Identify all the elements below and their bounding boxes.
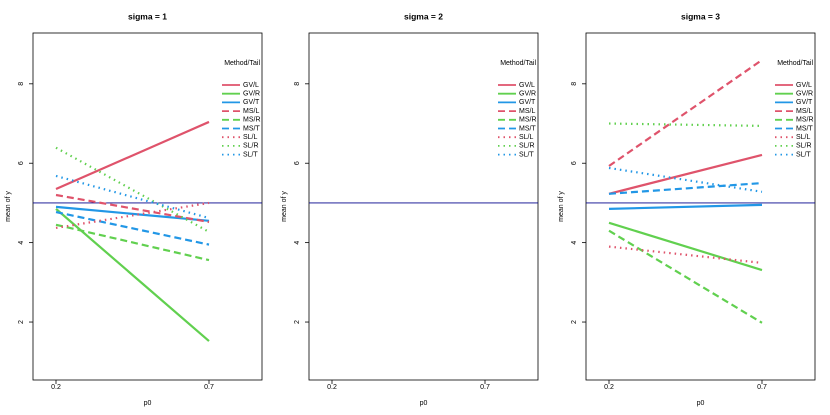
legend-label: SL/T (243, 151, 259, 158)
y-tick-label: 8 (571, 82, 578, 86)
x-tick-label: 0.2 (604, 384, 614, 391)
series-line (608, 122, 763, 128)
legend-label: MS/L (796, 108, 812, 115)
series-line (608, 166, 763, 193)
chart-title: sigma = 2 (404, 11, 443, 21)
legend-label: GV/T (519, 99, 536, 106)
legend-label: SL/R (243, 143, 259, 150)
series-line (608, 245, 763, 264)
x-tick-label: 0.2 (51, 384, 61, 391)
chart-title: sigma = 1 (128, 11, 167, 21)
legend-title: Method/Tail (777, 60, 813, 67)
x-tick-label: 0.7 (204, 384, 214, 391)
legend-label: GV/T (796, 99, 813, 106)
chart-title: sigma = 3 (681, 11, 720, 21)
legend-label: SL/L (519, 134, 534, 141)
legend-label: MS/L (519, 108, 535, 115)
series-line (55, 120, 210, 191)
legend-label: GV/R (519, 91, 536, 98)
x-axis-label: p0 (697, 400, 705, 407)
legend-label: SL/L (243, 134, 258, 141)
legend-label: MS/T (243, 125, 260, 132)
legend-label: GV/R (243, 91, 260, 98)
legend-title: Method/Tail (224, 60, 260, 67)
legend-label: SL/T (796, 151, 812, 158)
series-line (55, 201, 210, 230)
x-axis-label: p0 (144, 400, 152, 407)
plot-frame (585, 32, 816, 381)
y-axis-label: mean of y (558, 191, 565, 222)
y-tick-label: 2 (294, 320, 301, 324)
x-axis-label: p0 (420, 400, 428, 407)
legend-label: MS/R (519, 117, 537, 124)
x-tick-label: 0.7 (757, 384, 767, 391)
y-tick-label: 2 (571, 320, 578, 324)
legend-label: MS/R (243, 117, 261, 124)
legend-label: GV/T (243, 99, 260, 106)
legend-label: GV/L (796, 82, 812, 89)
y-tick-label: 6 (18, 161, 25, 165)
series-line (608, 153, 763, 195)
y-axis-label: mean of y (5, 191, 12, 222)
x-tick-label: 0.7 (480, 384, 490, 391)
y-tick-label: 4 (571, 241, 578, 245)
plot-frame (32, 32, 263, 381)
y-tick-label: 2 (18, 320, 25, 324)
series-line (608, 221, 763, 272)
series-line (55, 205, 210, 222)
legend-label: SL/R (519, 143, 535, 150)
y-tick-label: 4 (294, 241, 301, 245)
y-tick-label: 8 (18, 82, 25, 86)
series-line (608, 203, 763, 210)
series-line (55, 174, 210, 220)
y-tick-label: 6 (571, 161, 578, 165)
legend-label: MS/T (796, 125, 813, 132)
legend-label: MS/T (519, 125, 536, 132)
x-tick-label: 0.2 (327, 384, 337, 391)
y-tick-label: 8 (294, 82, 301, 86)
y-tick-label: 4 (18, 241, 25, 245)
legend-label: GV/L (243, 82, 259, 89)
legend-label: GV/L (519, 82, 535, 89)
series-line (55, 223, 210, 262)
series-line (608, 59, 763, 167)
series-line (55, 193, 210, 224)
legend-label: SL/R (796, 143, 812, 150)
y-tick-label: 6 (294, 161, 301, 165)
series-line (608, 181, 763, 195)
legend-title: Method/Tail (500, 60, 536, 67)
legend-label: GV/R (796, 91, 813, 98)
legend-label: MS/R (796, 117, 814, 124)
y-axis-label: mean of y (281, 191, 288, 222)
series-line (608, 229, 763, 324)
legend-label: SL/L (796, 134, 811, 141)
series-line (55, 210, 210, 246)
plot-frame (308, 32, 539, 381)
legend-label: SL/T (519, 151, 535, 158)
legend-label: MS/L (243, 108, 259, 115)
